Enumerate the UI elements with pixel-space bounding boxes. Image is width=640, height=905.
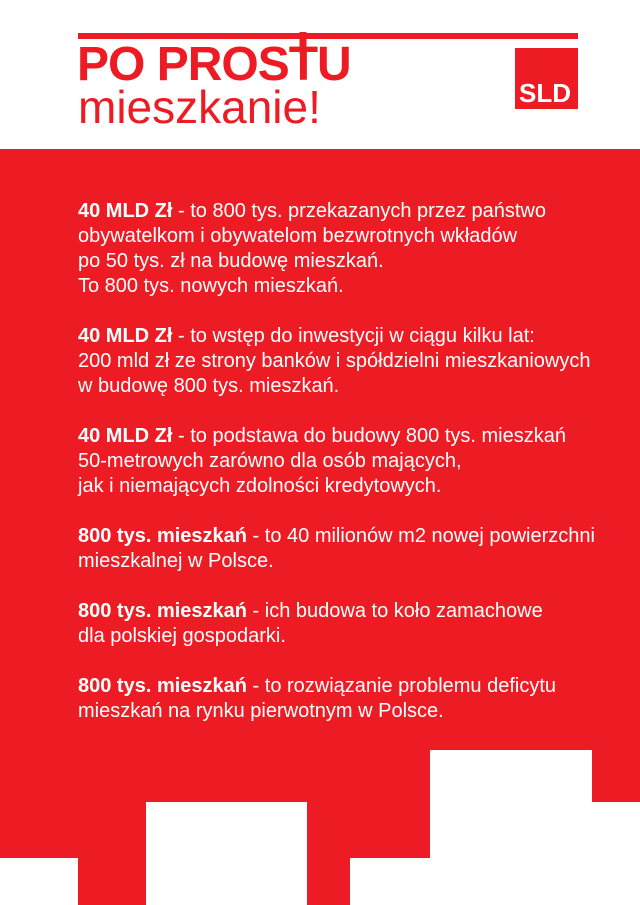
paragraph-lead: 800 tys. mieszkań <box>78 600 247 622</box>
paragraph-lead: 40 MLD Zł <box>78 325 173 347</box>
paragraph-line: 40 MLD Zł - to podstawa do budowy 800 ty… <box>78 425 566 447</box>
paragraph-line: mieszkań na rynku pierwotnym w Polsce. <box>78 700 444 722</box>
paragraph-line: 200 mld zł ze strony banków i spółdzieln… <box>78 350 591 372</box>
skyline-cutout-5 <box>592 802 640 905</box>
paragraph-lead: 40 MLD Zł <box>78 200 173 222</box>
paragraph-line: 40 MLD Zł - to wstęp do inwestycji w cią… <box>78 325 535 347</box>
paragraph-line: To 800 tys. nowych mieszkań. <box>78 275 344 297</box>
paragraph-lead: 800 tys. mieszkań <box>78 525 247 547</box>
skyline-cutout-2 <box>146 802 307 905</box>
paragraph-line: po 50 tys. zł na budowę mieszkań. <box>78 250 384 272</box>
paragraph: 800 tys. mieszkań - to 40 milionów m2 no… <box>78 524 595 574</box>
paragraph: 40 MLD Zł - to wstęp do inwestycji w cią… <box>78 324 595 399</box>
paragraph-line: jak i niemających zdolności kredytowych. <box>78 475 442 497</box>
paragraph-line: dla polskiej gospodarki. <box>78 625 286 647</box>
skyline-cutout-1 <box>0 858 78 905</box>
skyline-cutout-4 <box>430 750 592 905</box>
subtitle: mieszkanie! <box>78 81 321 133</box>
sld-logo: SLD <box>515 48 578 109</box>
header: PO PROSTU mieszkanie! SLD <box>0 0 640 149</box>
paragraph-line: 800 tys. mieszkań - to rozwiązanie probl… <box>78 675 557 697</box>
skyline-cutout-3 <box>350 858 430 905</box>
headline-post: U <box>317 38 352 91</box>
headline-t-connector: T <box>288 38 318 91</box>
paragraph-lead: 800 tys. mieszkań <box>78 675 247 697</box>
paragraph-line: obywatelkom i obywatelom bezwrotnych wkł… <box>78 225 518 247</box>
headline-pre: PO PROS <box>77 38 290 91</box>
paragraph-line: 800 tys. mieszkań - ich budowa to koło z… <box>78 600 543 622</box>
text-block: 40 MLD Zł - to 800 tys. przekazanych prz… <box>78 199 595 749</box>
paragraph: 800 tys. mieszkań - to rozwiązanie probl… <box>78 674 595 724</box>
paragraph-lead: 40 MLD Zł <box>78 425 173 447</box>
paragraph-line: 40 MLD Zł - to 800 tys. przekazanych prz… <box>78 200 546 222</box>
body-red-panel: 40 MLD Zł - to 800 tys. przekazanych prz… <box>0 149 640 905</box>
paragraph: 40 MLD Zł - to 800 tys. przekazanych prz… <box>78 199 595 299</box>
header-rule-line <box>78 33 578 39</box>
paragraph-line: 800 tys. mieszkań - to 40 milionów m2 no… <box>78 525 595 547</box>
paragraph: 40 MLD Zł - to podstawa do budowy 800 ty… <box>78 424 595 499</box>
headline: PO PROSTU <box>77 38 352 91</box>
paragraph-line: mieszkalnej w Polsce. <box>78 550 274 572</box>
sld-logo-label: SLD <box>519 78 571 108</box>
paragraph-line: 50-metrowych zarówno dla osób mających, <box>78 450 462 472</box>
paragraph: 800 tys. mieszkań - ich budowa to koło z… <box>78 599 595 649</box>
paragraph-line: w budowę 800 tys. mieszkań. <box>78 375 340 397</box>
